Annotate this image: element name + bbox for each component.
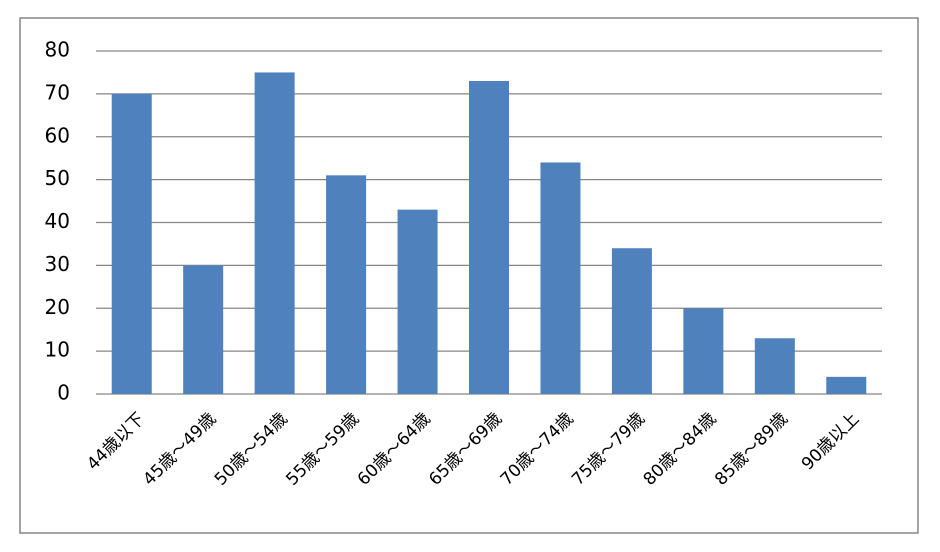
bar xyxy=(111,93,152,394)
bar xyxy=(397,209,438,394)
bar xyxy=(826,376,867,394)
y-tick-label: 40 xyxy=(45,209,70,233)
bar xyxy=(183,265,224,394)
y-tick-label: 50 xyxy=(45,166,70,190)
y-tick-label: 0 xyxy=(57,381,70,405)
bar xyxy=(540,162,581,394)
y-tick-label: 80 xyxy=(45,38,70,62)
y-tick-label: 70 xyxy=(45,80,70,104)
bar xyxy=(754,338,795,394)
bar xyxy=(611,248,652,394)
y-tick-label: 10 xyxy=(45,338,70,362)
bar xyxy=(326,175,367,394)
y-tick-label: 20 xyxy=(45,295,70,319)
bar xyxy=(683,308,724,394)
y-tick-label: 30 xyxy=(45,252,70,276)
bar xyxy=(468,81,510,394)
bar xyxy=(254,72,295,394)
y-tick-label: 60 xyxy=(45,123,70,147)
